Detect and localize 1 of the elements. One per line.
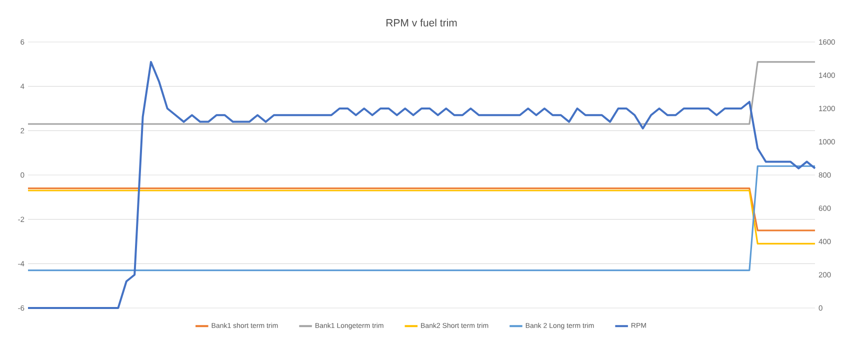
chart-title: RPM v fuel trim (386, 18, 457, 26)
